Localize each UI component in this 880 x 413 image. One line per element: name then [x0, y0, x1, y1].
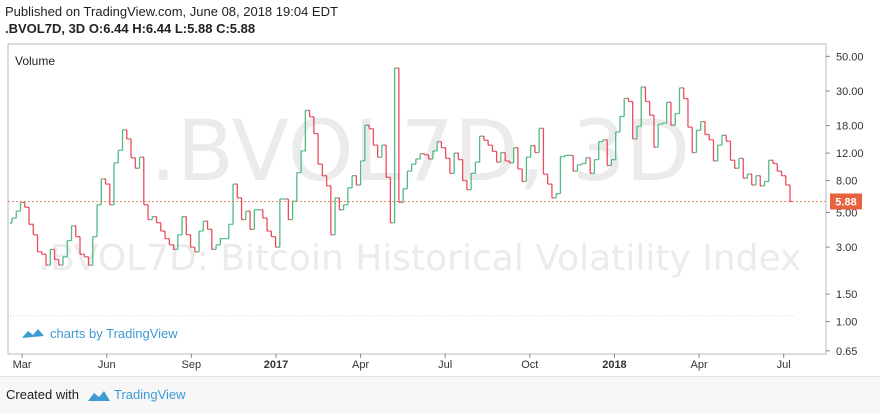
x-tick-label: Jul — [777, 359, 791, 371]
y-tick-label: 1.50 — [836, 289, 857, 301]
price-axis[interactable]: 50.00 30.00 18.00 12.00 8.00 5.00 3.00 1.50 1.00… — [825, 44, 864, 358]
close-value: 5.88 — [229, 21, 256, 36]
x-tick-label: Apr — [352, 359, 369, 371]
low-value: 5.88 — [187, 21, 213, 36]
high-value: 6.44 — [145, 21, 172, 36]
x-tick-label: 2017 — [264, 359, 288, 371]
pane-title: Volume — [15, 54, 55, 68]
y-tick-label: 0.65 — [836, 346, 857, 358]
close-label: C: — [216, 21, 230, 36]
tradingview-cloud-icon — [22, 329, 44, 338]
candles — [8, 67, 826, 317]
x-tick-label: Apr — [691, 359, 708, 371]
branding-text: charts by TradingView — [50, 326, 178, 341]
footer: Created with TradingView — [0, 376, 880, 413]
watermark-name: .BVOL7D: Bitcoin Historical Volatility I… — [39, 238, 802, 279]
x-tick-label: Sep — [182, 359, 202, 371]
y-tick-label: 3.00 — [836, 242, 857, 254]
low-label: L: — [174, 21, 188, 36]
ohlc-readout: .BVOL7D, 3D O:6.44 H:6.44 L:5.88 C:5.88 — [5, 21, 255, 36]
footer-brand-text: TradingView — [114, 387, 186, 402]
x-tick-label: Jul — [438, 359, 452, 371]
y-tick-label: 50.00 — [836, 51, 864, 63]
y-tick-label: 30.00 — [836, 86, 864, 98]
high-label: H: — [132, 21, 146, 36]
x-tick-label: 2018 — [602, 359, 626, 371]
candlestick-chart[interactable]: .BVOL7D, 3D .BVOL7D: Bitcoin Historical … — [0, 0, 880, 376]
watermark-symbol: .BVOL7D, 3D — [150, 102, 690, 200]
x-tick-label: Oct — [521, 359, 538, 371]
open-label: O: — [88, 21, 104, 36]
x-tick-label: Mar — [13, 359, 32, 371]
y-tick-label: 18.00 — [836, 121, 864, 133]
header: Published on TradingView.com, June 08, 2… — [0, 0, 880, 40]
time-axis[interactable]: Mar Jun Sep 2017 Apr Jul Oct 2018 Apr Jul — [13, 354, 791, 371]
x-tick-label: Jun — [98, 359, 116, 371]
created-with-label: Created with — [6, 387, 79, 402]
footer-brand[interactable]: TradingView — [88, 387, 186, 402]
open-value: 6.44 — [103, 21, 129, 36]
tradingview-logo-icon — [88, 390, 110, 401]
y-tick-label: 12.00 — [836, 148, 864, 160]
y-tick-label: 5.00 — [836, 207, 857, 219]
y-tick-label: 8.00 — [836, 176, 857, 188]
y-tick-label: 1.00 — [836, 317, 857, 329]
tradingview-branding[interactable]: charts by TradingView — [22, 326, 178, 341]
published-note: Published on TradingView.com, June 08, 2… — [5, 4, 338, 19]
current-price-label: 5.88 — [835, 196, 856, 208]
symbol-label: .BVOL7D, 3D — [5, 21, 86, 36]
current-price-badge — [830, 193, 862, 210]
